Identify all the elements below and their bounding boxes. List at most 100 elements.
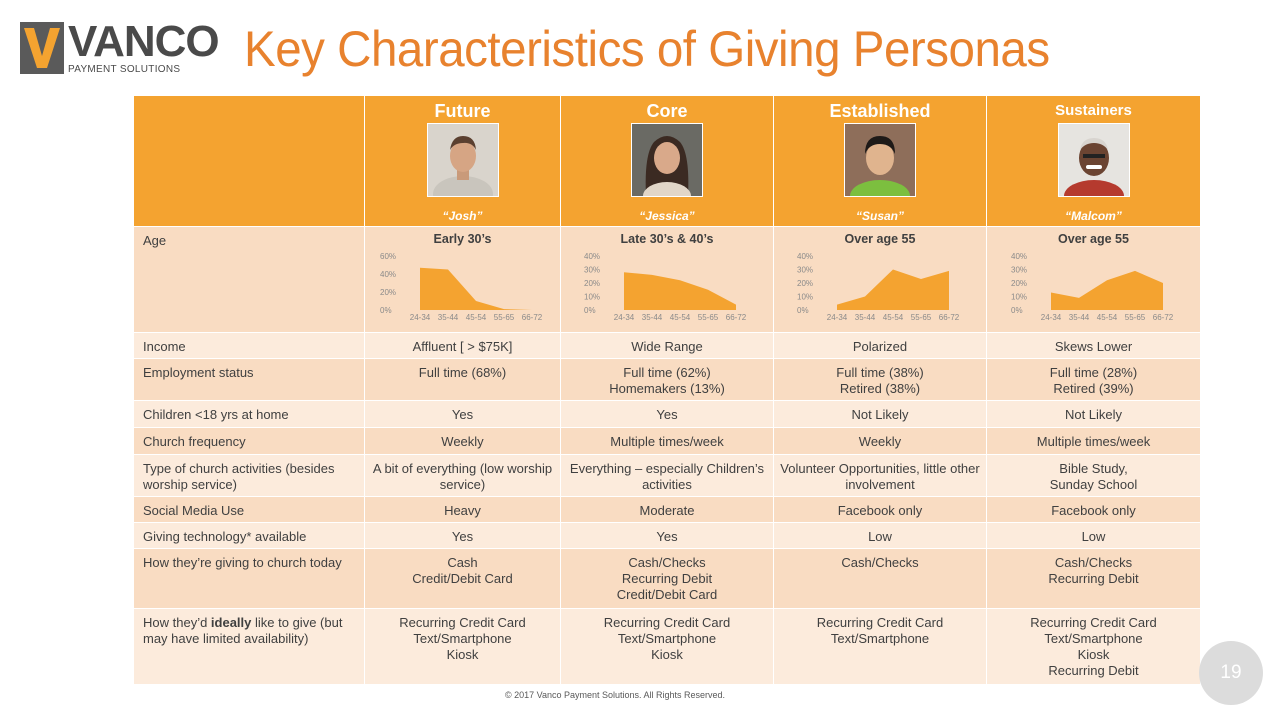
persona-header-row: Future “Josh” Core “Jessica” Established… [133, 95, 1201, 227]
persona-established: Established “Susan” [773, 95, 987, 227]
table-cell: Weekly [773, 427, 987, 455]
y-tick-label: 10% [797, 293, 813, 302]
y-tick-label: 30% [1011, 266, 1027, 275]
x-tick-label: 45-54 [1096, 313, 1117, 322]
table-cell: Yes [364, 400, 561, 428]
table-cell: Yes [560, 522, 774, 549]
table-cell: Recurring Credit Card Text/Smartphone Ki… [364, 608, 561, 685]
table-cell: Weekly [364, 427, 561, 455]
table-cell: Full time (38%) Retired (38%) [773, 358, 987, 401]
x-tick-label: 35-44 [855, 313, 876, 322]
table-cell: Low [986, 522, 1201, 549]
table-cell: Polarized [773, 332, 987, 359]
page-title: Key Characteristics of Giving Personas [244, 21, 1050, 77]
x-tick-label: 45-54 [465, 313, 486, 322]
x-tick-label: 24-34 [827, 313, 848, 322]
label-text: How they’re giving to church today [143, 555, 342, 570]
y-tick-label: 20% [584, 279, 600, 288]
label-text: Children <18 yrs at home [143, 407, 289, 422]
table-cell: Not Likely [986, 400, 1201, 428]
age-chart-sustainers: 0% 10% 20% 30% 40% 24-34 35-44 45-54 55-65 66-72 [1011, 252, 1174, 322]
table-cell: Yes [364, 522, 561, 549]
table-cell: Full time (68%) [364, 358, 561, 401]
x-tick-label: 66-72 [1152, 313, 1173, 322]
table-cell: Not Likely [773, 400, 987, 428]
age-area-series [1050, 270, 1163, 310]
x-tick-label: 35-44 [642, 313, 663, 322]
table-cell: Multiple times/week [986, 427, 1201, 455]
table-cell: Low [773, 522, 987, 549]
x-tick-label: 66-72 [726, 313, 747, 322]
table-cell: Everything – especially Children’s activ… [560, 454, 774, 497]
table-cell: Affluent [ > $75K] [364, 332, 561, 359]
x-tick-label: 24-34 [614, 313, 635, 322]
row-label: Employment status [133, 358, 365, 401]
persona-sustainers: Sustainers “Malcom” [986, 95, 1201, 227]
label-text: Church frequency [143, 434, 246, 449]
x-tick-label: 55-65 [493, 313, 514, 322]
row-label: Social Media Use [133, 496, 365, 523]
x-tick-label: 35-44 [1068, 313, 1089, 322]
persona-quote: “Jessica” [639, 209, 695, 223]
y-tick-label: 0% [1011, 306, 1023, 315]
row-label: Age [133, 226, 365, 333]
y-tick-label: 0% [797, 306, 809, 315]
table-cell: Multiple times/week [560, 427, 774, 455]
table-cell: Yes [560, 400, 774, 428]
table-cell: Volunteer Opportunities, little other in… [773, 454, 987, 497]
vanco-v-icon [20, 22, 64, 74]
persona-name: Established [829, 101, 931, 121]
age-title: Early 30’s [433, 232, 492, 246]
age-chart-future: 0% 20% 40% 60% 24-34 35-44 45-54 55-65 66-72 [380, 252, 543, 322]
table-cell: Full time (28%) Retired (39%) [986, 358, 1201, 401]
row-label: Income [133, 332, 365, 359]
y-tick-label: 20% [797, 279, 813, 288]
y-tick-label: 40% [380, 270, 396, 279]
age-title: Late 30’s & 40’s [620, 232, 714, 246]
logo-word: VANCO [68, 17, 220, 66]
y-tick-label: 0% [380, 306, 392, 315]
vanco-logo: VANCO PAYMENT SOLUTIONS [20, 17, 220, 76]
table-row: Type of church activities (besides worsh… [133, 454, 1201, 497]
y-tick-label: 10% [584, 293, 600, 302]
table-cell: Cash/Checks [773, 548, 987, 609]
woman-portrait-icon [631, 123, 703, 197]
age-cell: Over age 55 0% 10% 20% 30% 40% 24-34 35-44 45-54… [986, 226, 1201, 333]
row-label: Type of church activities (besides worsh… [133, 454, 365, 497]
table-cell: Moderate [560, 496, 774, 523]
table-row: How they’d ideally like to give (but may… [133, 608, 1201, 685]
label-text: Type of church activities (besides worsh… [143, 461, 335, 492]
logo-subtitle: PAYMENT SOLUTIONS [68, 64, 181, 75]
age-chart-core: 0% 10% 20% 30% 40% 24-34 35-44 45-54 55-65 66-72 [584, 252, 747, 322]
table-cell: Recurring Credit Card Text/Smartphone Ki… [986, 608, 1201, 685]
label-text: Giving technology* available [143, 529, 307, 544]
woman-portrait-icon [844, 123, 916, 197]
table-cell: Wide Range [560, 332, 774, 359]
row-label: How they’re giving to church today [133, 548, 365, 609]
y-tick-label: 40% [797, 252, 813, 261]
table-cell: Facebook only [773, 496, 987, 523]
table-row: Church frequency Weekly Multiple times/wee… [133, 427, 1201, 455]
table-row: Giving technology* available Yes Yes Low Low [133, 522, 1201, 549]
persona-quote: “Josh” [442, 209, 483, 223]
copyright-footer: © 2017 Vanco Payment Solutions. All Righ… [504, 690, 726, 700]
label-text: Employment status [143, 365, 254, 380]
y-tick-label: 40% [584, 252, 600, 261]
x-tick-label: 66-72 [939, 313, 960, 322]
persona-future: Future “Josh” [364, 95, 561, 227]
age-cell: Over age 55 0% 10% 20% 30% 40% 24-34 35-44 45-54… [773, 226, 987, 333]
age-area-series [419, 267, 532, 310]
table-row: Social Media Use Heavy Moderate Facebook on… [133, 496, 1201, 523]
x-tick-label: 45-54 [883, 313, 904, 322]
age-chart-established: 0% 10% 20% 30% 40% 24-34 35-44 45-54 55-65 66-72 [797, 252, 960, 322]
row-label: Giving technology* available [133, 522, 365, 549]
y-tick-label: 60% [380, 252, 396, 261]
persona-quote: “Susan” [855, 209, 904, 223]
table-row: Children <18 yrs at home Yes Yes Not Likely… [133, 400, 1201, 428]
row-label: How they’d ideally like to give (but may… [133, 608, 365, 685]
age-cell: Late 30’s & 40’s 0% 10% 20% 30% 40% 24-34 35-44… [560, 226, 774, 333]
y-tick-label: 0% [584, 306, 596, 315]
table-cell: Cash Credit/Debit Card [364, 548, 561, 609]
page-number: 19 [1199, 641, 1263, 705]
y-tick-label: 30% [797, 266, 813, 275]
